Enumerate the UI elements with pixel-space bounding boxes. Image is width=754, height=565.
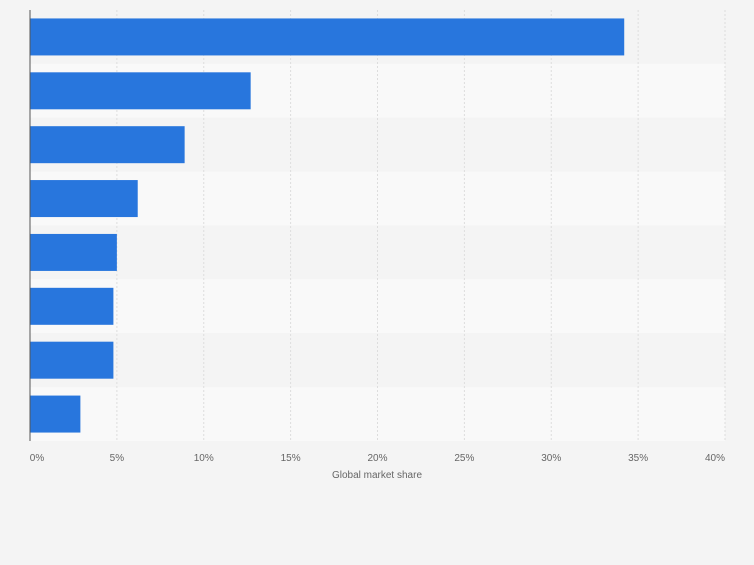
x-axis-ticks: 0% 5% 10% 15% 20% 25% 30% 35% 40% xyxy=(30,453,725,464)
x-tick-label: 0% xyxy=(30,453,45,464)
bar xyxy=(30,395,81,433)
bar xyxy=(30,126,185,164)
x-tick-label: 15% xyxy=(281,453,301,464)
bar xyxy=(30,341,114,379)
x-tick-label: 5% xyxy=(110,453,125,464)
bar xyxy=(30,72,251,110)
bar xyxy=(30,18,625,56)
x-axis-title: Global market share xyxy=(332,470,422,481)
x-tick-label: 20% xyxy=(367,453,387,464)
x-tick-label: 25% xyxy=(454,453,474,464)
bar xyxy=(30,180,138,218)
bars xyxy=(30,18,625,433)
x-tick-label: 30% xyxy=(541,453,561,464)
x-tick-label: 10% xyxy=(194,453,214,464)
bar xyxy=(30,233,117,271)
bar xyxy=(30,287,114,325)
x-tick-label: 40% xyxy=(705,453,725,464)
x-tick-label: 35% xyxy=(628,453,648,464)
